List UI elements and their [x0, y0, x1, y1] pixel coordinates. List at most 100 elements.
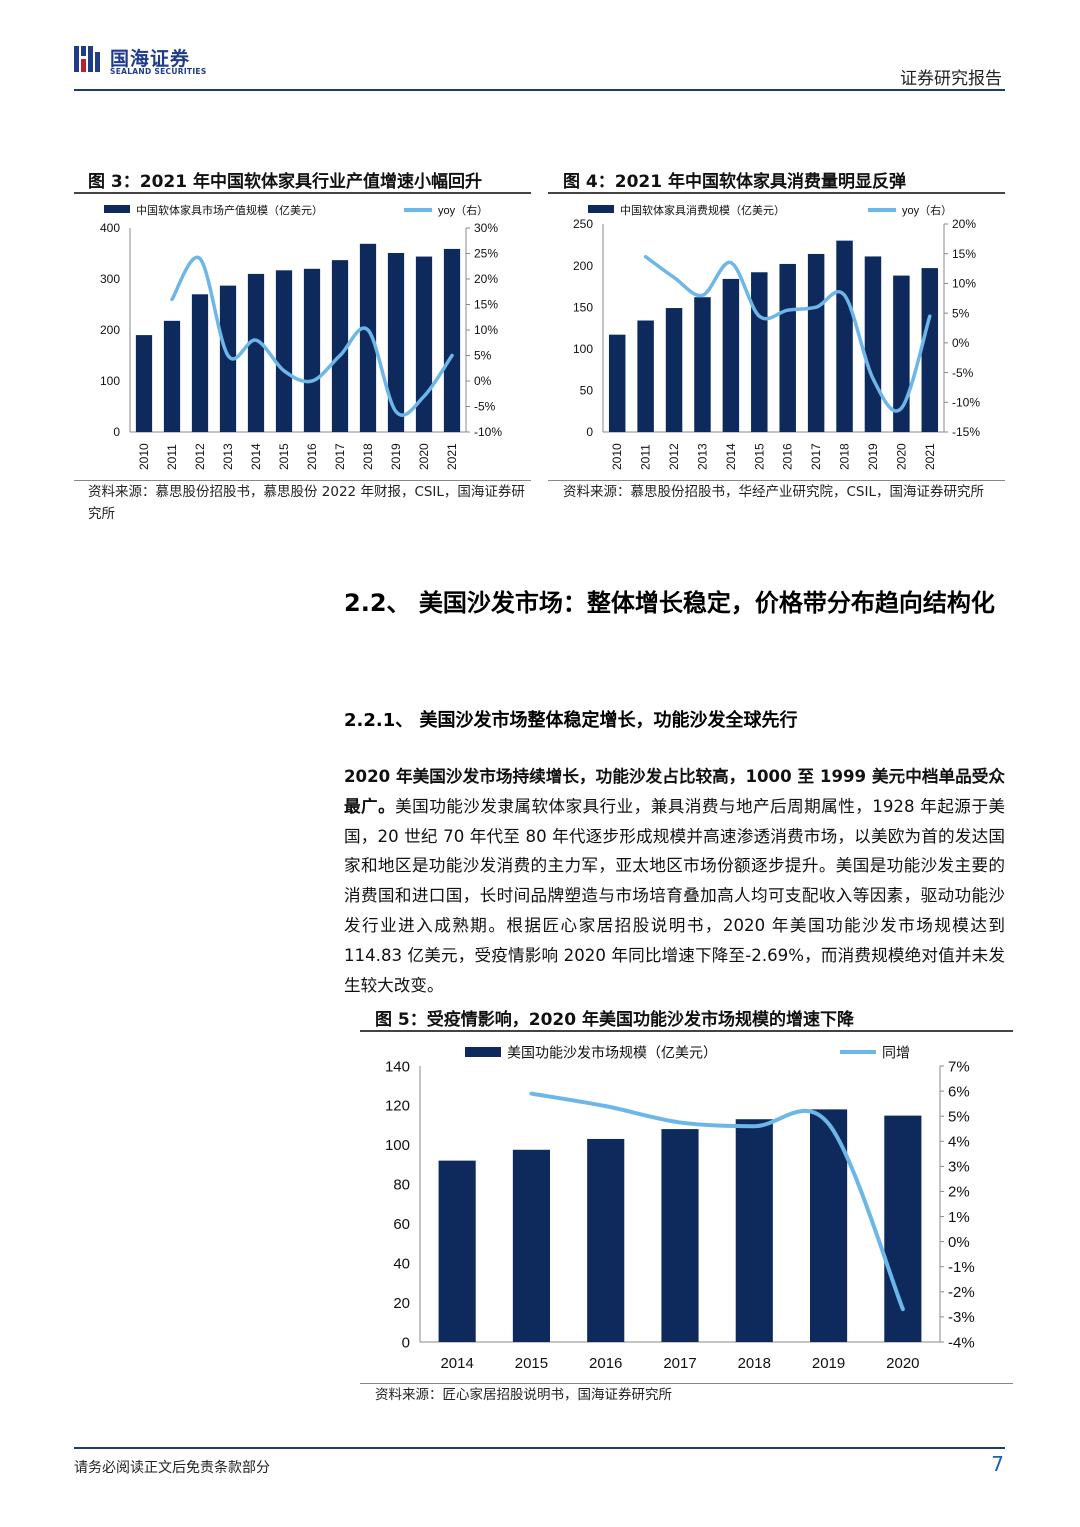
sealand-logo-icon: [74, 46, 100, 72]
bar: [512, 1149, 550, 1342]
y-tick-label-left: 80: [393, 1177, 410, 1194]
y-tick-label-left: 0: [113, 425, 120, 439]
y-tick-label-right: -10%: [952, 395, 980, 409]
bar: [751, 272, 768, 432]
figure-5-title: 图 5：受疫情影响，2020 年美国功能沙发市场规模的增速下降: [375, 1010, 854, 1030]
y-tick-label-left: 300: [100, 272, 120, 286]
x-tick-label: 2017: [663, 1355, 696, 1372]
series-line: [170, 255, 454, 417]
y-tick-label-right: -15%: [952, 425, 980, 439]
y-tick-label-right: 20%: [474, 272, 498, 286]
figure-4-source: 资料来源：慕思股份招股书，华经产业研究院，CSIL，国海证券研究所: [563, 484, 984, 500]
bar: [415, 256, 433, 432]
bar: [608, 334, 626, 432]
x-tick-label: 2016: [305, 443, 319, 470]
figure-3-source: 资料来源：慕思股份招股书，慕思股份 2022 年财报，CSIL，国海证券研究所: [88, 484, 525, 522]
x-tick-label: 2018: [738, 1355, 771, 1372]
y-tick-label-left: 20: [393, 1295, 410, 1312]
figure-4-chart: 0 50 100 150 200 250 -15% -10% -5% 0% 5% 10% 15% 20% 2…: [573, 203, 980, 470]
figure-5-top-rule: [360, 1030, 1013, 1032]
y-tick-label-right: 15%: [952, 247, 976, 261]
x-tick-label: 2012: [667, 443, 681, 470]
bar: [735, 1119, 773, 1342]
bar: [893, 275, 910, 432]
y-tick-label-left: 0: [402, 1334, 410, 1351]
bar: [836, 240, 853, 432]
paragraph-body: 美国功能沙发隶属软体家具行业，兼具消费与地产后周期属性，1928 年起源于美国，…: [344, 796, 1005, 995]
x-tick-label: 2014: [440, 1355, 473, 1372]
x-tick-label: 2019: [389, 443, 403, 470]
y-tick-label-right: 10%: [474, 323, 498, 337]
x-tick-label: 2017: [333, 443, 347, 470]
bar: [219, 285, 237, 432]
figure-3-bottom-rule: [74, 480, 531, 481]
legend-bar-swatch: [104, 205, 130, 213]
y-tick-label-left: 0: [586, 425, 593, 439]
legend-line-label: yoy（右）: [902, 203, 952, 217]
x-tick-label: 2019: [866, 443, 880, 470]
bar: [864, 256, 882, 432]
y-tick-label-right: 6%: [948, 1083, 970, 1100]
figure-4-title: 图 4：2021 年中国软体家具消费量明显反弹: [563, 172, 906, 192]
figure-3-top-rule: [74, 192, 531, 194]
x-tick-label: 2013: [695, 443, 709, 470]
y-tick-label-left: 400: [100, 221, 120, 235]
page-number: 7: [991, 1452, 1004, 1476]
header-rule: [74, 89, 1005, 91]
x-tick-label: 2013: [221, 443, 235, 470]
bar: [247, 273, 265, 432]
y-tick-label-right: 0%: [948, 1234, 970, 1251]
footer-rule: [74, 1447, 1005, 1449]
x-tick-label: 2015: [277, 443, 291, 470]
x-tick-label: 2021: [923, 443, 937, 470]
x-tick-label: 2010: [610, 443, 624, 470]
legend-bar-swatch: [465, 1047, 501, 1057]
section-heading: 2.2、 美国沙发市场：整体增长稳定，价格带分布趋向结构化: [344, 572, 1004, 634]
figure-3-chart: 0 100 200 300 400 -10% -5% 0% 5% 10% 15% 20% 25% 30% 2…: [100, 203, 502, 470]
x-tick-label: 2016: [589, 1355, 622, 1372]
figure-5-source: 资料来源：匠心家居招股说明书，国海证券研究所: [375, 1387, 672, 1403]
bar: [359, 243, 377, 432]
bar: [331, 260, 349, 432]
y-tick-label-right: 15%: [474, 298, 498, 312]
y-tick-label-right: 5%: [948, 1108, 970, 1125]
x-tick-label: 2017: [809, 443, 823, 470]
y-tick-label-right: 10%: [952, 277, 976, 291]
bar: [779, 263, 796, 432]
x-tick-label: 2019: [812, 1355, 845, 1372]
x-tick-label: 2015: [515, 1355, 548, 1372]
y-tick-label-right: -4%: [948, 1334, 975, 1351]
y-tick-label-left: 40: [393, 1255, 410, 1272]
x-tick-label: 2014: [724, 443, 738, 470]
y-tick-label-right: -5%: [474, 400, 496, 414]
y-tick-label-right: -5%: [952, 366, 974, 380]
x-tick-label: 2018: [838, 443, 852, 470]
legend-line-label: 同增: [882, 1044, 910, 1060]
y-tick-label-right: 20%: [952, 217, 976, 231]
figure-5-chart: 0 20 40 60 80 100 120 140 -4% -3% -2% -1% 0% 1% 2% 3% 4%…: [385, 1044, 975, 1372]
legend-bar-swatch: [588, 205, 614, 213]
y-tick-label-right: 7%: [948, 1058, 970, 1075]
y-tick-label-right: 3%: [948, 1159, 970, 1176]
bar: [163, 320, 181, 432]
figure-4-bottom-rule: [548, 480, 1005, 481]
bar: [661, 1129, 699, 1342]
y-tick-label-right: 5%: [474, 349, 492, 363]
subsection-heading: 2.2.1、 美国沙发市场整体稳定增长，功能沙发全球先行: [344, 706, 798, 732]
y-tick-label-right: 5%: [952, 306, 970, 320]
bar: [665, 308, 683, 432]
x-tick-label: 2020: [894, 443, 908, 470]
x-tick-label: 2021: [445, 443, 459, 470]
y-tick-label-left: 50: [580, 384, 594, 398]
legend-bar-label: 中国软体家具市场产值规模（亿美元）: [136, 203, 323, 217]
series-line: [643, 254, 932, 413]
y-tick-label-left: 100: [573, 342, 593, 356]
y-tick-label-left: 200: [573, 259, 593, 273]
bar: [275, 270, 293, 432]
figure-4-top-rule: [548, 192, 1005, 194]
bar: [443, 248, 461, 432]
y-tick-label-left: 60: [393, 1216, 410, 1233]
bar: [191, 294, 209, 432]
subsection-heading-number: 2.2.1、: [344, 710, 414, 731]
y-tick-label-left: 120: [385, 1098, 410, 1115]
